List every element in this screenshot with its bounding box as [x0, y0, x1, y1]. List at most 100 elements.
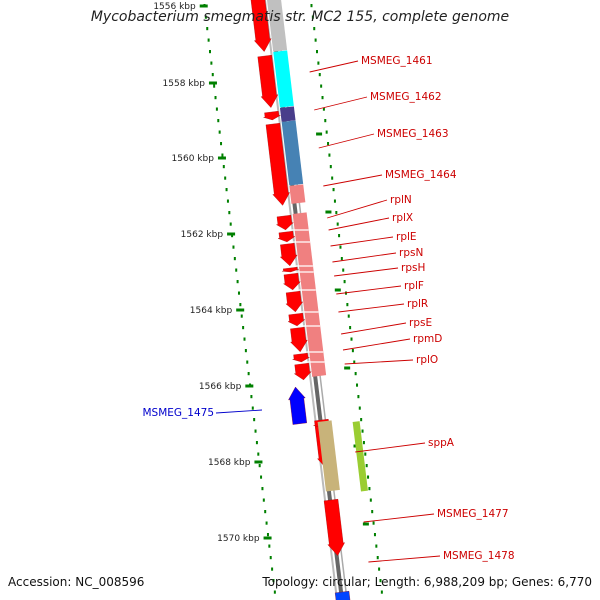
major-tick	[254, 460, 263, 464]
tick-dot	[218, 130, 221, 134]
forward-gene-arrow	[250, 0, 272, 52]
tick-dot	[327, 142, 330, 146]
left-dot-rail	[203, 4, 276, 594]
tick-dot	[255, 441, 258, 445]
gene-label-rplo[interactable]: rplO	[416, 354, 438, 366]
tick-dot	[362, 441, 365, 445]
gene-label-rple[interactable]: rplE	[396, 231, 417, 243]
tick-dot	[353, 360, 356, 364]
gene-label-rplf[interactable]: rplF	[404, 280, 424, 292]
gene-label-rpsh[interactable]: rpsH	[401, 262, 425, 274]
tick-dot	[235, 268, 238, 272]
gene-label-rpln[interactable]: rplN	[390, 194, 412, 206]
gene-label-msmeg-1478[interactable]: MSMEG_1478	[443, 550, 515, 562]
gene-label-rplx[interactable]: rplX	[392, 212, 413, 224]
tick-dot	[376, 556, 379, 560]
tick-dot	[240, 314, 243, 318]
tick-dot	[311, 15, 314, 19]
gene-label-rpmd[interactable]: rpmD	[413, 333, 442, 345]
major-tick	[245, 384, 254, 388]
tick-dot	[222, 165, 225, 169]
accession-label: Accession: NC_008596	[8, 575, 145, 589]
gene-leader-line	[314, 96, 368, 111]
gene-leader-line	[341, 322, 407, 335]
gene-label-sppa[interactable]: sppA	[428, 437, 455, 449]
tick-dot	[272, 579, 275, 583]
cog-band	[292, 212, 327, 377]
tick-dot	[320, 84, 323, 88]
tick-dot	[324, 119, 327, 123]
tick-dot	[231, 234, 234, 238]
tick-dot	[258, 464, 261, 468]
gene-leader-line	[215, 409, 263, 414]
tick-dot	[367, 475, 370, 479]
tick-dot	[321, 96, 324, 100]
tick-dot	[215, 107, 218, 111]
major-tick	[236, 308, 245, 312]
tick-dot	[237, 291, 240, 295]
tick-dot	[365, 464, 368, 468]
gene-label-rpsn[interactable]: rpsN	[399, 247, 423, 259]
tick-dot	[211, 73, 214, 77]
major-tick	[263, 536, 272, 540]
tick-dot	[339, 245, 342, 249]
forward-gene-arrow	[292, 352, 310, 363]
gene-label-msmeg-1462[interactable]: MSMEG_1462	[370, 91, 442, 103]
tick-dot	[310, 4, 313, 8]
tick-dot	[209, 50, 211, 54]
gene-label-msmeg-1477[interactable]: MSMEG_1477	[437, 508, 509, 520]
tick-dot	[322, 107, 325, 111]
tick-dot	[340, 257, 343, 261]
forward-gene-arrow	[285, 290, 304, 313]
gene-label-msmeg-1475[interactable]: MSMEG_1475	[142, 407, 214, 419]
tick-dot	[368, 487, 371, 491]
tick-dot	[233, 257, 236, 261]
gene-leader-line	[355, 442, 426, 453]
minor-tick	[334, 288, 341, 292]
gene-label-msmeg-1461[interactable]: MSMEG_1461	[361, 55, 433, 67]
cog-band	[273, 50, 294, 108]
tick-dot	[214, 96, 217, 100]
tick-dot	[346, 303, 349, 307]
gene-label-msmeg-1463[interactable]: MSMEG_1463	[377, 128, 449, 140]
tick-dot	[206, 27, 209, 31]
cog-band	[317, 420, 340, 492]
gene-leader-line	[338, 303, 405, 313]
tick-dot	[269, 556, 272, 560]
gene-label-msmeg-1464[interactable]: MSMEG_1464	[385, 169, 457, 181]
forward-gene-arrow	[278, 230, 296, 243]
gene-leader-line	[336, 285, 402, 295]
tick-label: 1564 kbp	[190, 306, 233, 316]
major-tick	[217, 156, 226, 160]
tick-dot	[360, 418, 363, 422]
tick-dot	[273, 590, 276, 594]
minor-tick	[344, 366, 351, 370]
tick-dot	[204, 15, 207, 19]
tick-dot	[349, 326, 352, 330]
tick-dot	[331, 176, 334, 180]
tick-dot	[338, 234, 341, 238]
gene-label-rpse[interactable]: rpsE	[409, 317, 432, 329]
tick-dot	[335, 211, 338, 215]
cog-band	[267, 0, 288, 52]
tick-label: 1558 kbp	[163, 79, 206, 89]
tick-dot	[213, 84, 216, 88]
tick-dot	[347, 314, 350, 318]
gene-leader-line	[330, 236, 394, 247]
tick-dot	[342, 268, 345, 272]
gene-leader-line	[309, 60, 359, 73]
tick-dot	[224, 176, 227, 180]
tick-dot	[354, 372, 357, 376]
reverse-gene-arrow	[288, 386, 307, 425]
tick-dot	[268, 544, 271, 548]
tick-dot	[246, 360, 249, 364]
tick-dot	[316, 50, 318, 54]
tick-dot	[257, 452, 260, 456]
tick-dot	[343, 280, 346, 284]
gene-label-rplr[interactable]: rplR	[407, 298, 428, 310]
tick-dot	[250, 395, 253, 399]
forward-gene-arrow	[265, 122, 290, 206]
forward-gene-arrow	[287, 312, 306, 327]
cog-band	[289, 184, 306, 204]
